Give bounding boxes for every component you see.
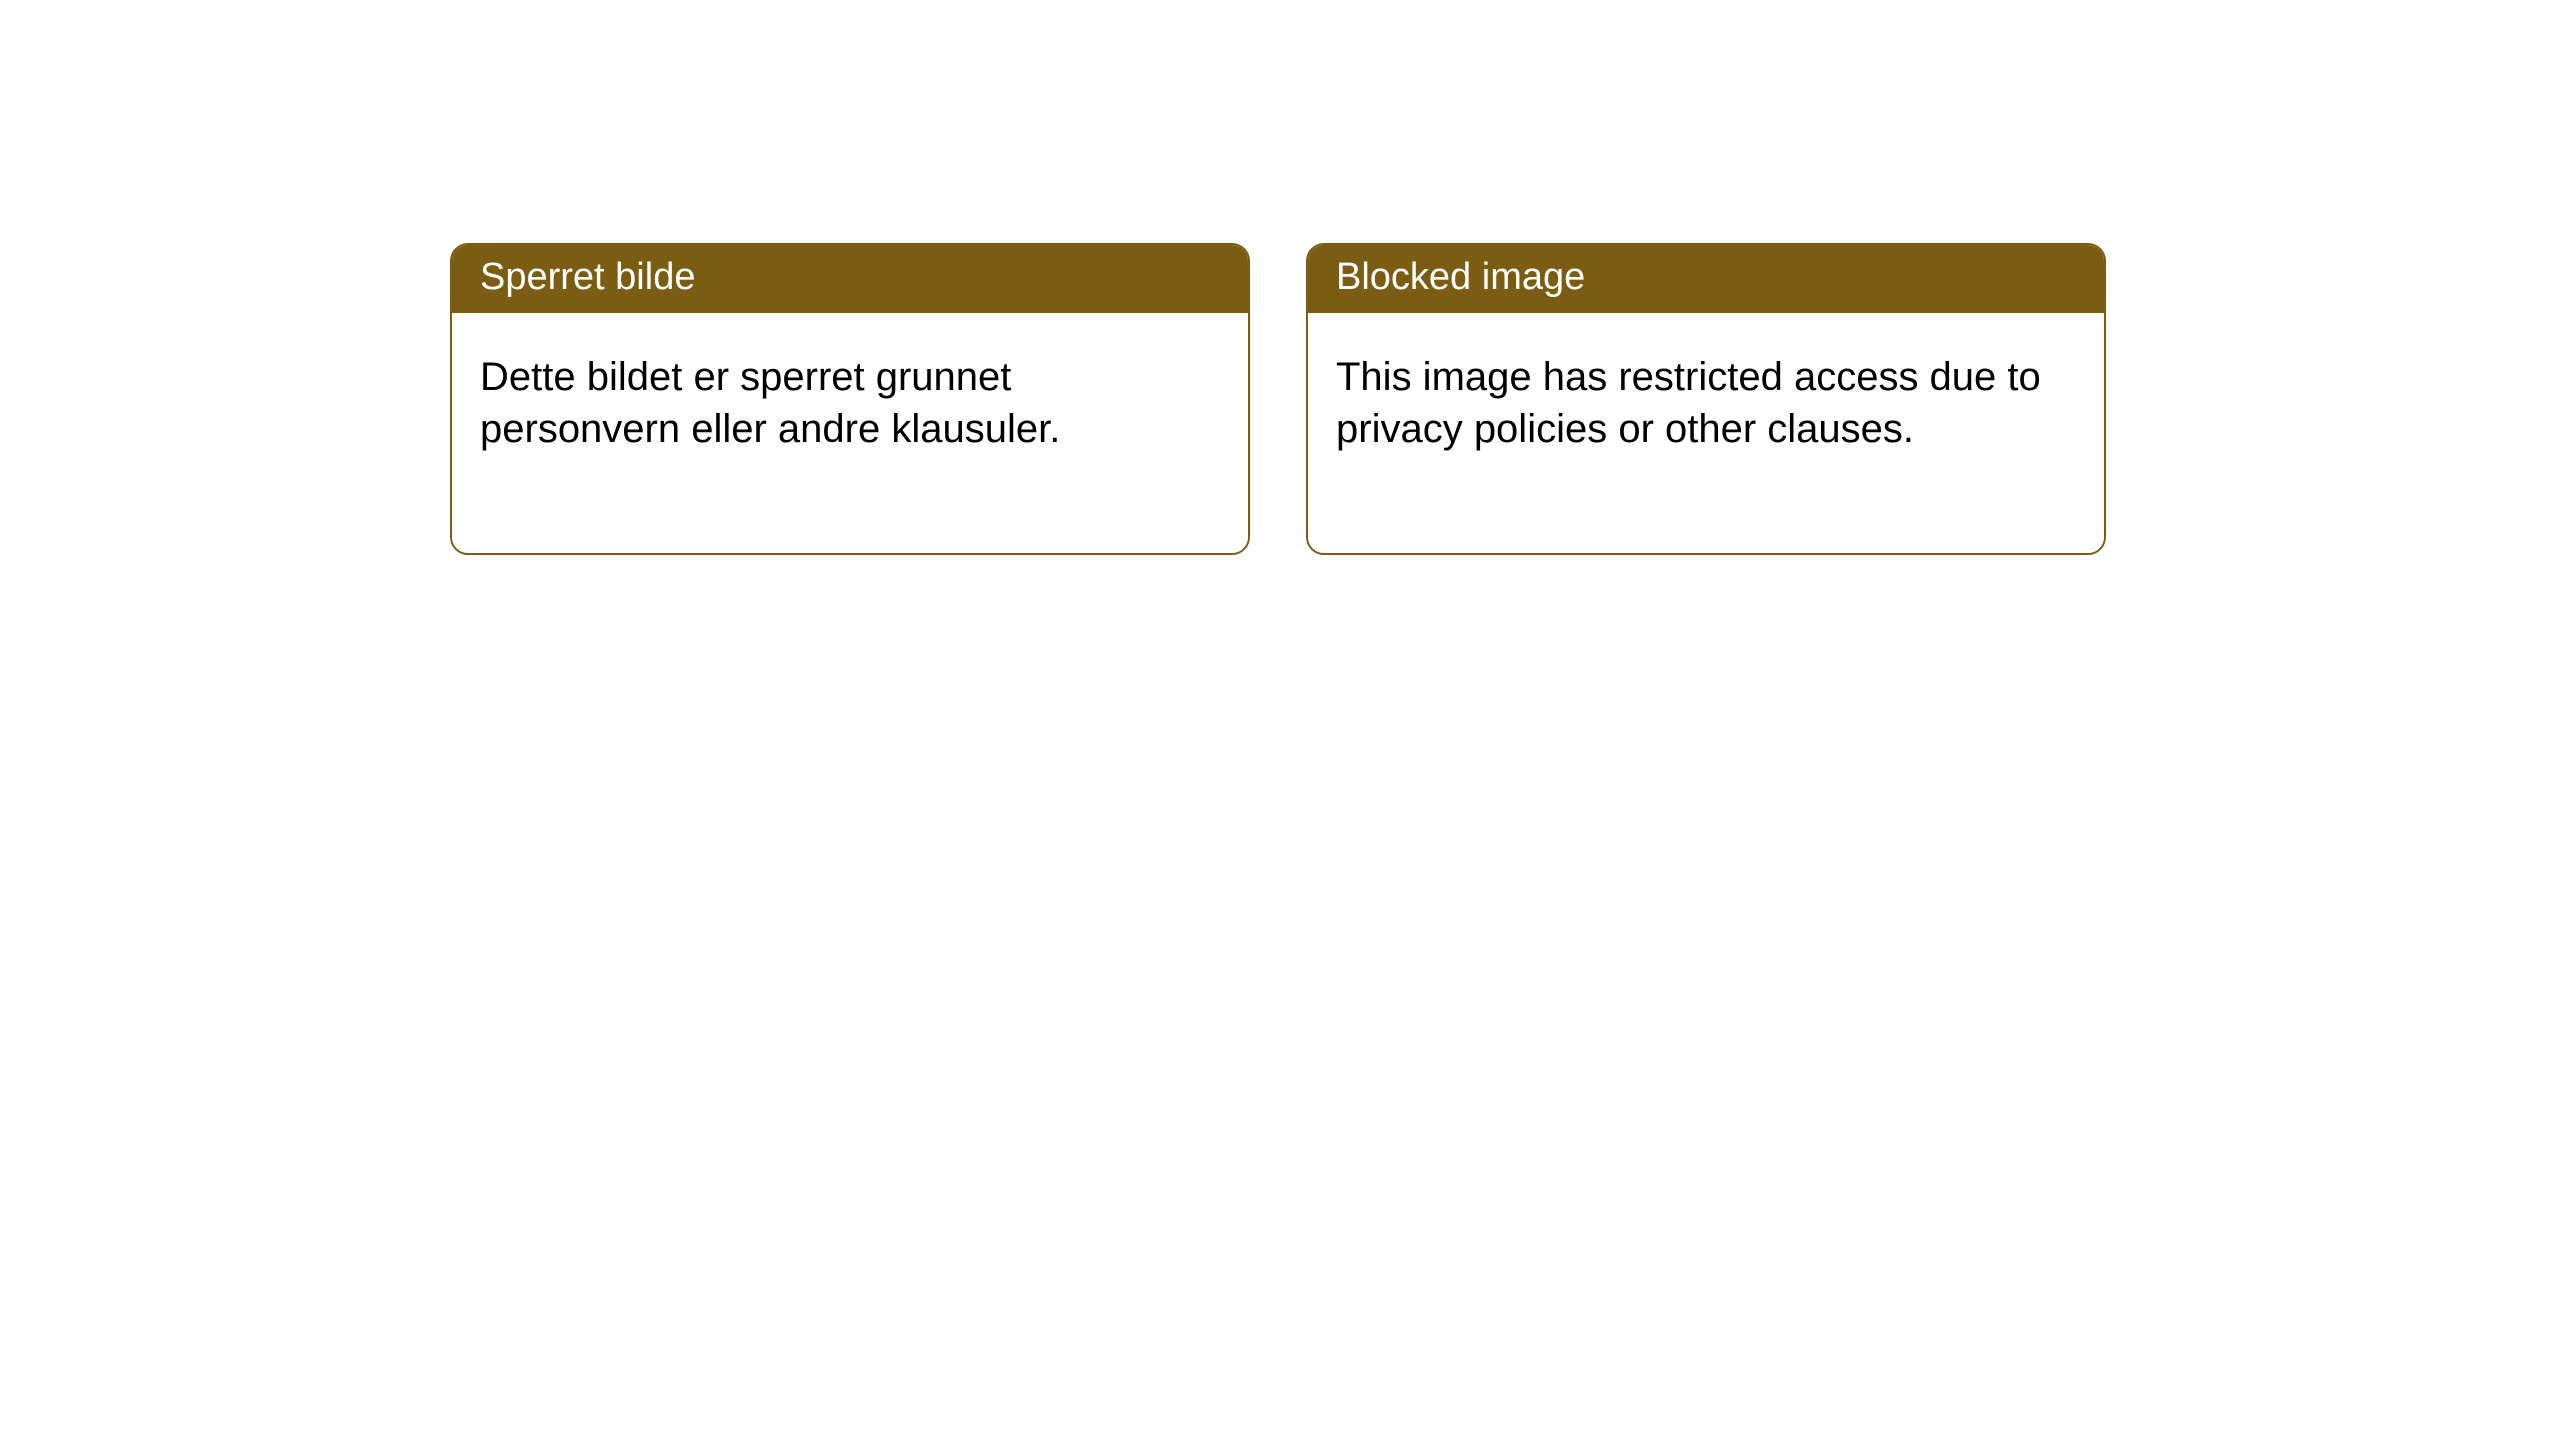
card-body-en: This image has restricted access due to … [1308, 313, 2104, 553]
card-title-no: Sperret bilde [452, 245, 1248, 313]
notice-container: Sperret bilde Dette bildet er sperret gr… [0, 0, 2560, 555]
blocked-image-card-no: Sperret bilde Dette bildet er sperret gr… [450, 243, 1250, 555]
card-title-en: Blocked image [1308, 245, 2104, 313]
blocked-image-card-en: Blocked image This image has restricted … [1306, 243, 2106, 555]
card-body-no: Dette bildet er sperret grunnet personve… [452, 313, 1248, 553]
